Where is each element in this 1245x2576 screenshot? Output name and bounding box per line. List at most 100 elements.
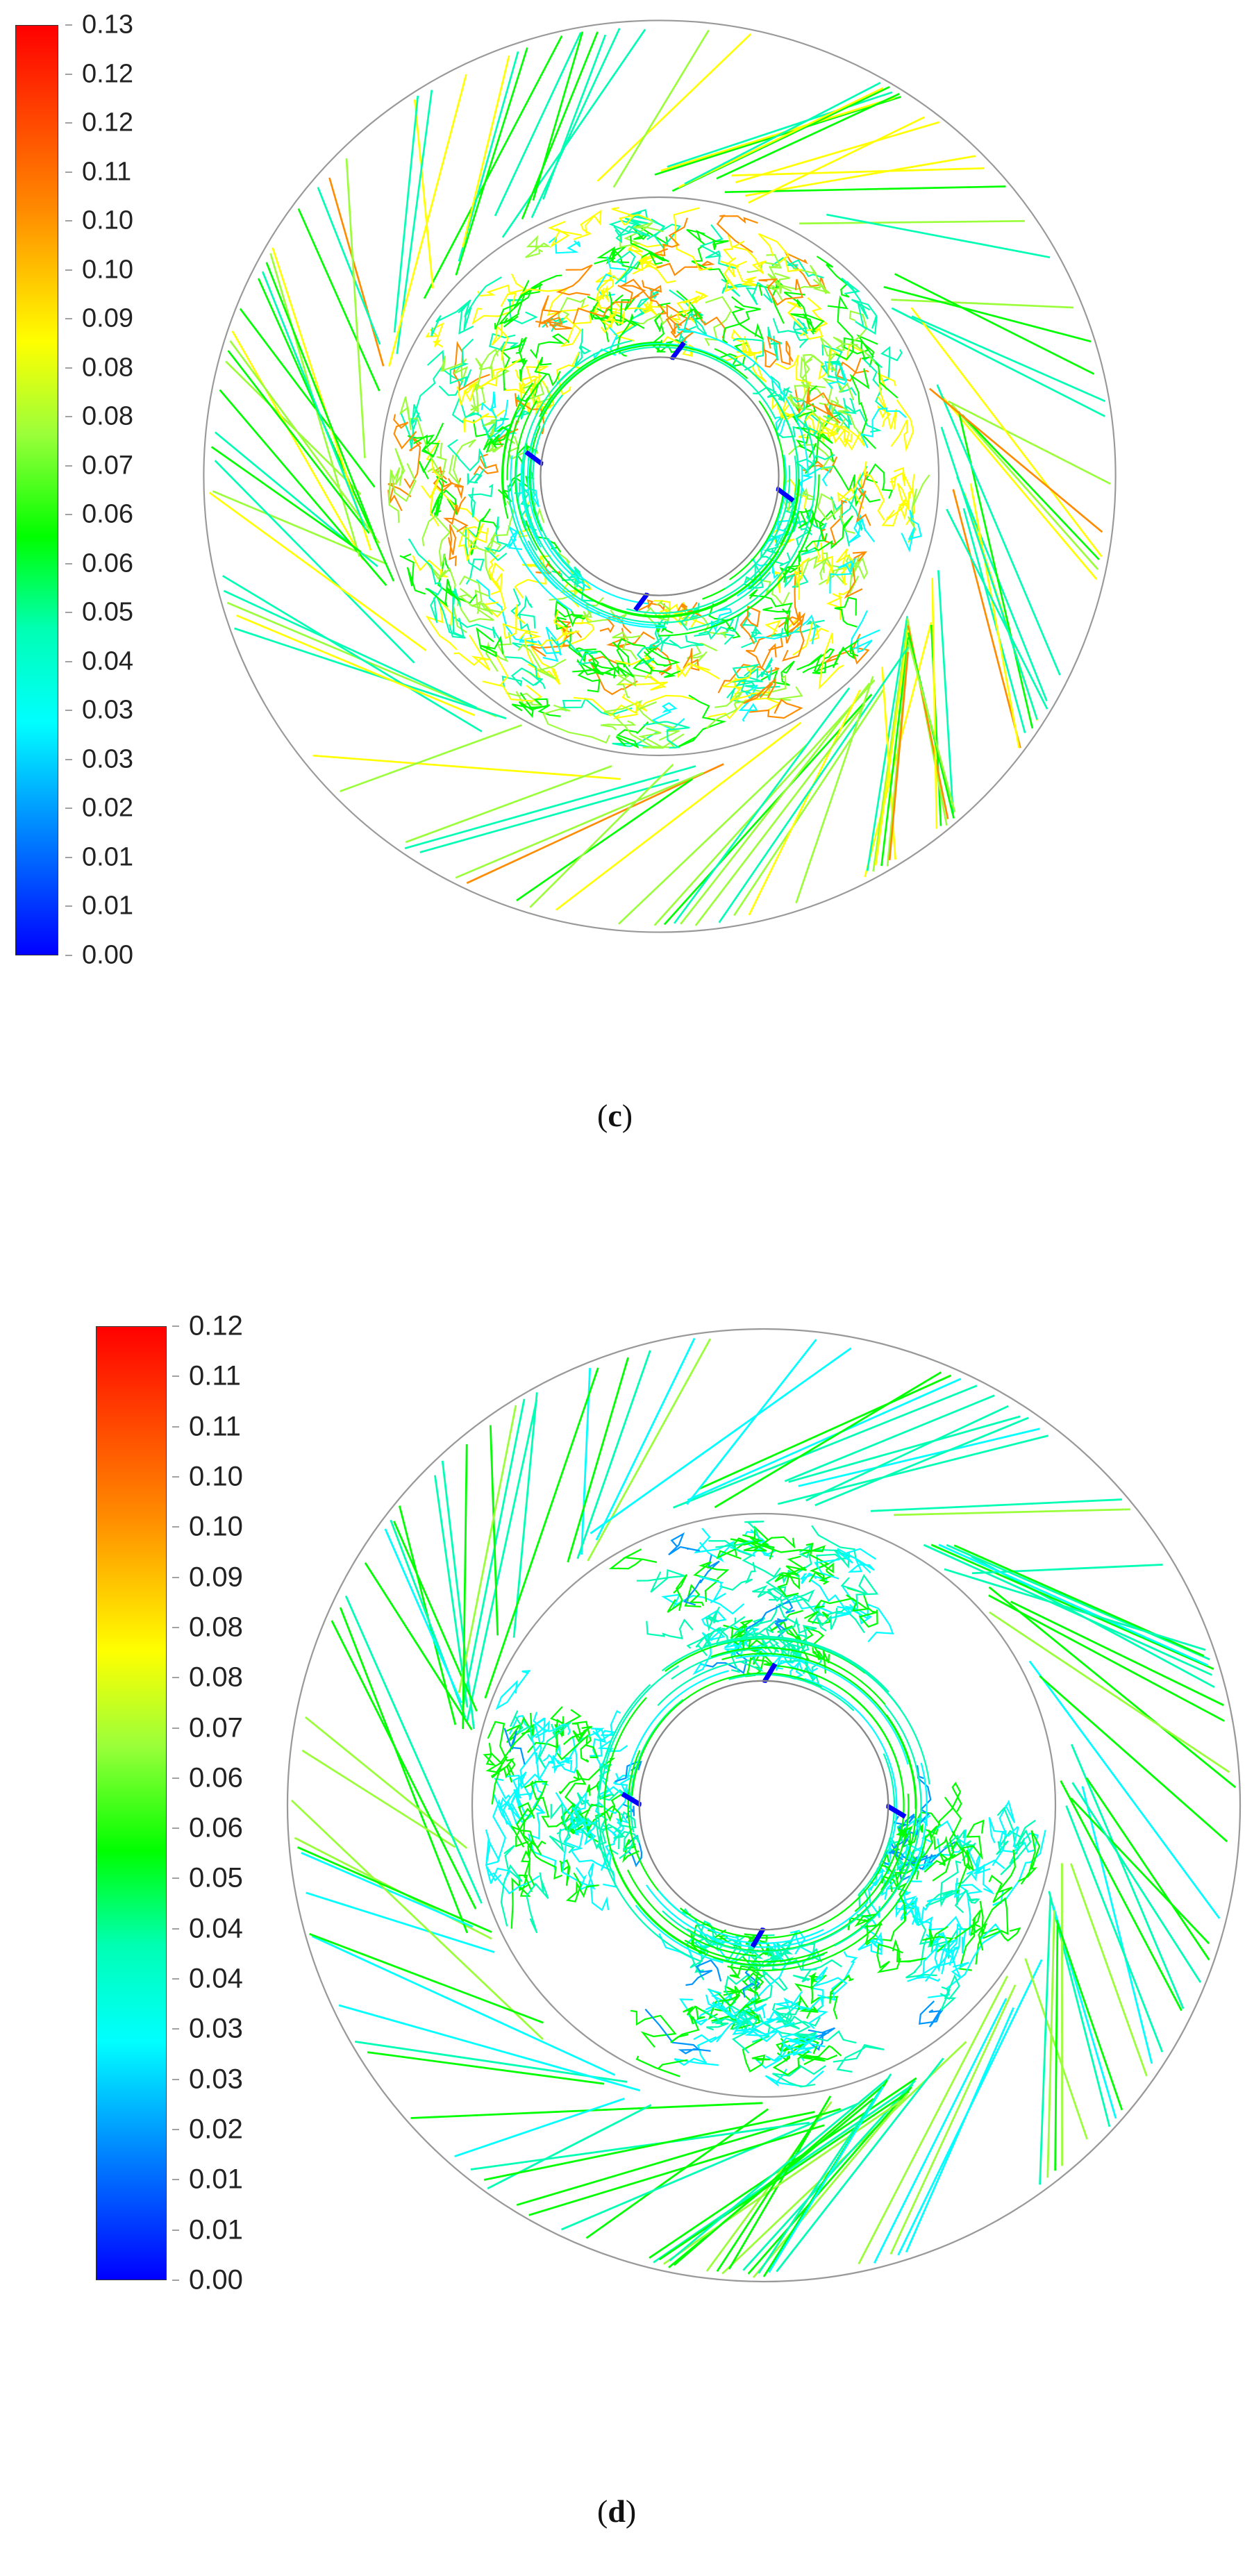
tick-label: 0.04 [82, 646, 133, 676]
streamline [1081, 1786, 1153, 2064]
streamline [564, 1769, 587, 1822]
colorbar-tick: 0.12 [65, 108, 133, 138]
streamline [214, 460, 415, 664]
tick-label: 0.03 [189, 2064, 243, 2095]
streamline [551, 1755, 572, 1774]
streamline [940, 394, 1098, 580]
streamline [891, 299, 1074, 309]
streamline [566, 1842, 617, 1888]
streamline [743, 561, 764, 590]
streamline [516, 481, 537, 531]
blade-marker [633, 592, 650, 612]
streamline [818, 1562, 835, 1585]
colorbar-tick: 0.06 [172, 1813, 243, 1844]
streamline [776, 1589, 815, 1603]
streamline [933, 1836, 964, 1859]
streamline [515, 452, 537, 551]
streamline [679, 328, 809, 477]
streamline [520, 288, 589, 317]
diffuser-ring-circle [471, 1512, 1057, 2098]
colorbar-tick: 0.03 [172, 2064, 243, 2095]
streamline [800, 1572, 828, 1584]
streamline [265, 262, 377, 541]
tick-mark [172, 2028, 179, 2030]
streamline [705, 1988, 735, 2019]
tick-label: 0.10 [82, 206, 133, 235]
streamline [328, 177, 385, 367]
streamline [834, 1704, 922, 1947]
streamline [731, 167, 985, 177]
streamline [804, 1678, 898, 1856]
streamline [462, 409, 505, 433]
streamline [744, 155, 976, 197]
streamline [590, 1347, 852, 1534]
streamline [705, 1606, 721, 1632]
streamline [403, 435, 422, 490]
streamline [485, 1866, 540, 1895]
streamline [730, 240, 767, 274]
streamline [1060, 1780, 1183, 2012]
streamline [893, 1815, 909, 1848]
streamline [602, 1665, 679, 1778]
streamline [1039, 1896, 1052, 2185]
streamline [626, 1869, 757, 1957]
streamline [304, 1716, 468, 1849]
streamline [989, 1611, 1230, 1773]
streamline [626, 455, 797, 614]
streamline [783, 1987, 824, 2011]
streamline [575, 1867, 610, 1912]
streamline [611, 207, 658, 226]
streamline [601, 311, 625, 329]
streamline [421, 476, 480, 523]
streamline [880, 1793, 910, 1891]
streamline [487, 2104, 652, 2190]
streamline [776, 1629, 798, 1657]
streamline [749, 699, 803, 719]
tick-label: 0.06 [189, 1812, 243, 1843]
streamline [515, 360, 540, 394]
tick-mark [65, 857, 72, 858]
streamline [488, 554, 505, 592]
colorbar-tick: 0.03 [172, 2014, 243, 2045]
streamline [615, 306, 650, 340]
tick-label: 0.10 [189, 1461, 243, 1492]
streamline [656, 260, 715, 276]
streamline [573, 694, 695, 717]
streamline [953, 1544, 1205, 1657]
streamline [594, 647, 626, 676]
streamline [512, 613, 536, 649]
streamline [814, 515, 853, 551]
hub-fill [641, 1682, 887, 1928]
colorbar-tick: 0.10 [172, 1461, 243, 1492]
streamline [797, 1995, 819, 2019]
streamline [661, 1594, 745, 1615]
streamline [517, 644, 567, 680]
colorbar-gradient [15, 25, 58, 955]
tick-mark [65, 955, 72, 956]
streamline [674, 2036, 719, 2066]
streamline [534, 356, 561, 387]
streamline [338, 2004, 641, 2092]
streamline [555, 1734, 599, 1761]
colorbar-tick: 0.07 [65, 451, 133, 480]
tick-label: 0.01 [189, 2164, 243, 2195]
streamline [774, 1555, 807, 1582]
streamline [801, 1943, 823, 1971]
colorbar-tick: 0.12 [65, 59, 133, 89]
streamline [597, 285, 609, 303]
streamline [658, 474, 820, 637]
streamline [709, 608, 733, 633]
tick-mark [65, 24, 72, 26]
streamline [1010, 1600, 1224, 1707]
streamline [872, 623, 909, 872]
streamline [798, 1428, 1040, 1487]
streamline [860, 407, 907, 449]
tick-label: 0.13 [82, 10, 133, 40]
streamline [673, 687, 851, 924]
streamline [311, 1935, 616, 2076]
streamline [671, 1648, 759, 1680]
streamline [720, 260, 740, 292]
streamline [467, 483, 494, 518]
tick-label: 0.02 [82, 793, 133, 823]
colorbar-tick: 0.10 [65, 206, 133, 236]
